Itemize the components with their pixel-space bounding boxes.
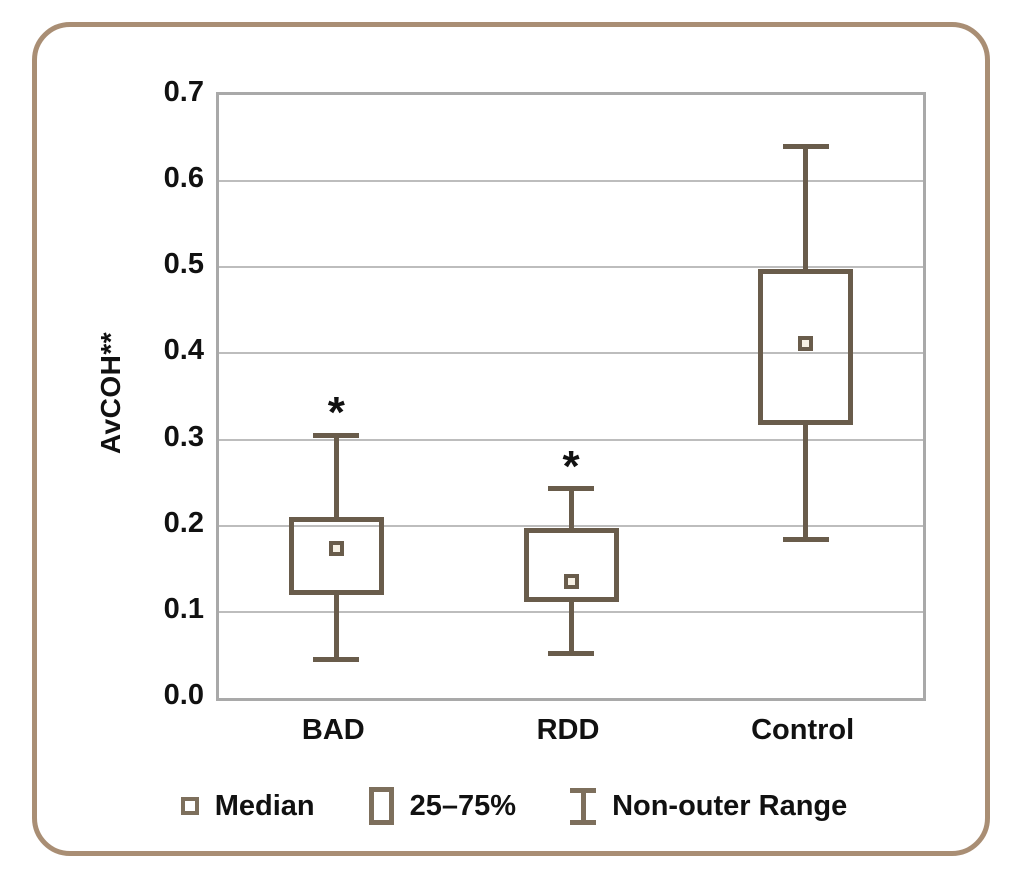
- legend-label-median: Median: [214, 789, 315, 822]
- y-tick-label-0.5: 0.5: [163, 248, 204, 281]
- plot-area: * *: [216, 92, 926, 701]
- whisker-upper-Control: [803, 146, 809, 269]
- y-tick-label-0.1: 0.1: [163, 592, 204, 625]
- whisker-lower-BAD: [333, 594, 339, 660]
- significance-star-RDD: *: [562, 441, 580, 491]
- whisker-cap-top-BAD: [313, 432, 360, 438]
- legend: Median 25–75% Non-outer Range: [0, 776, 1028, 836]
- legend-item-whisker: Non-outer Range: [570, 787, 848, 825]
- gridline-0.4: [219, 352, 923, 355]
- median-marker-icon: [180, 797, 199, 815]
- iqr-box-Control: [758, 269, 854, 425]
- y-tick-label-0.4: 0.4: [163, 334, 204, 367]
- whisker-cap-bottom-BAD: [313, 656, 360, 662]
- y-tick-label-0.2: 0.2: [163, 506, 204, 539]
- x-axis-label-BAD: BAD: [301, 714, 365, 746]
- y-tick-label-0.3: 0.3: [163, 420, 204, 453]
- significance-star-BAD: *: [327, 388, 345, 438]
- legend-item-median: Median: [180, 789, 315, 823]
- whisker-icon: [570, 787, 597, 825]
- y-tick-label-0.0: 0.0: [163, 679, 204, 711]
- whisker-cap-bottom-Control: [782, 536, 829, 542]
- box-icon: [368, 787, 394, 825]
- whisker-cap-top-Control: [782, 144, 829, 150]
- gridline-0.6: [219, 180, 923, 183]
- x-axis-label-Control: Control: [751, 714, 855, 746]
- legend-item-box: 25–75%: [368, 787, 517, 825]
- legend-label-whisker: Non-outer Range: [612, 789, 848, 822]
- gridline-0.5: [219, 266, 923, 269]
- median-marker-RDD: [563, 574, 579, 590]
- whisker-lower-RDD: [568, 601, 574, 654]
- x-axis-labels: BAD RDD Control: [216, 708, 920, 748]
- whisker-icon-bottom-cap: [570, 819, 597, 825]
- y-tick-label-0.6: 0.6: [163, 162, 204, 195]
- median-marker-BAD: [328, 540, 344, 556]
- whisker-cap-top-RDD: [548, 486, 594, 492]
- x-axis-label-RDD: RDD: [536, 714, 600, 746]
- whisker-lower-Control: [803, 424, 809, 540]
- legend-label-box: 25–75%: [409, 789, 517, 822]
- y-axis-tick-labels: 0.0 0.1 0.2 0.3 0.4 0.5 0.6 0.7: [110, 76, 204, 711]
- gridline-0.3: [219, 438, 923, 441]
- whisker-upper-RDD: [568, 488, 574, 529]
- whisker-upper-BAD: [333, 435, 339, 518]
- median-marker-Control: [798, 335, 814, 351]
- iqr-box-RDD: [523, 528, 619, 602]
- y-tick-label-0.7: 0.7: [163, 76, 204, 108]
- iqr-box-BAD: [288, 517, 384, 595]
- whisker-cap-bottom-RDD: [548, 650, 594, 656]
- whisker-icon-stem: [580, 787, 586, 825]
